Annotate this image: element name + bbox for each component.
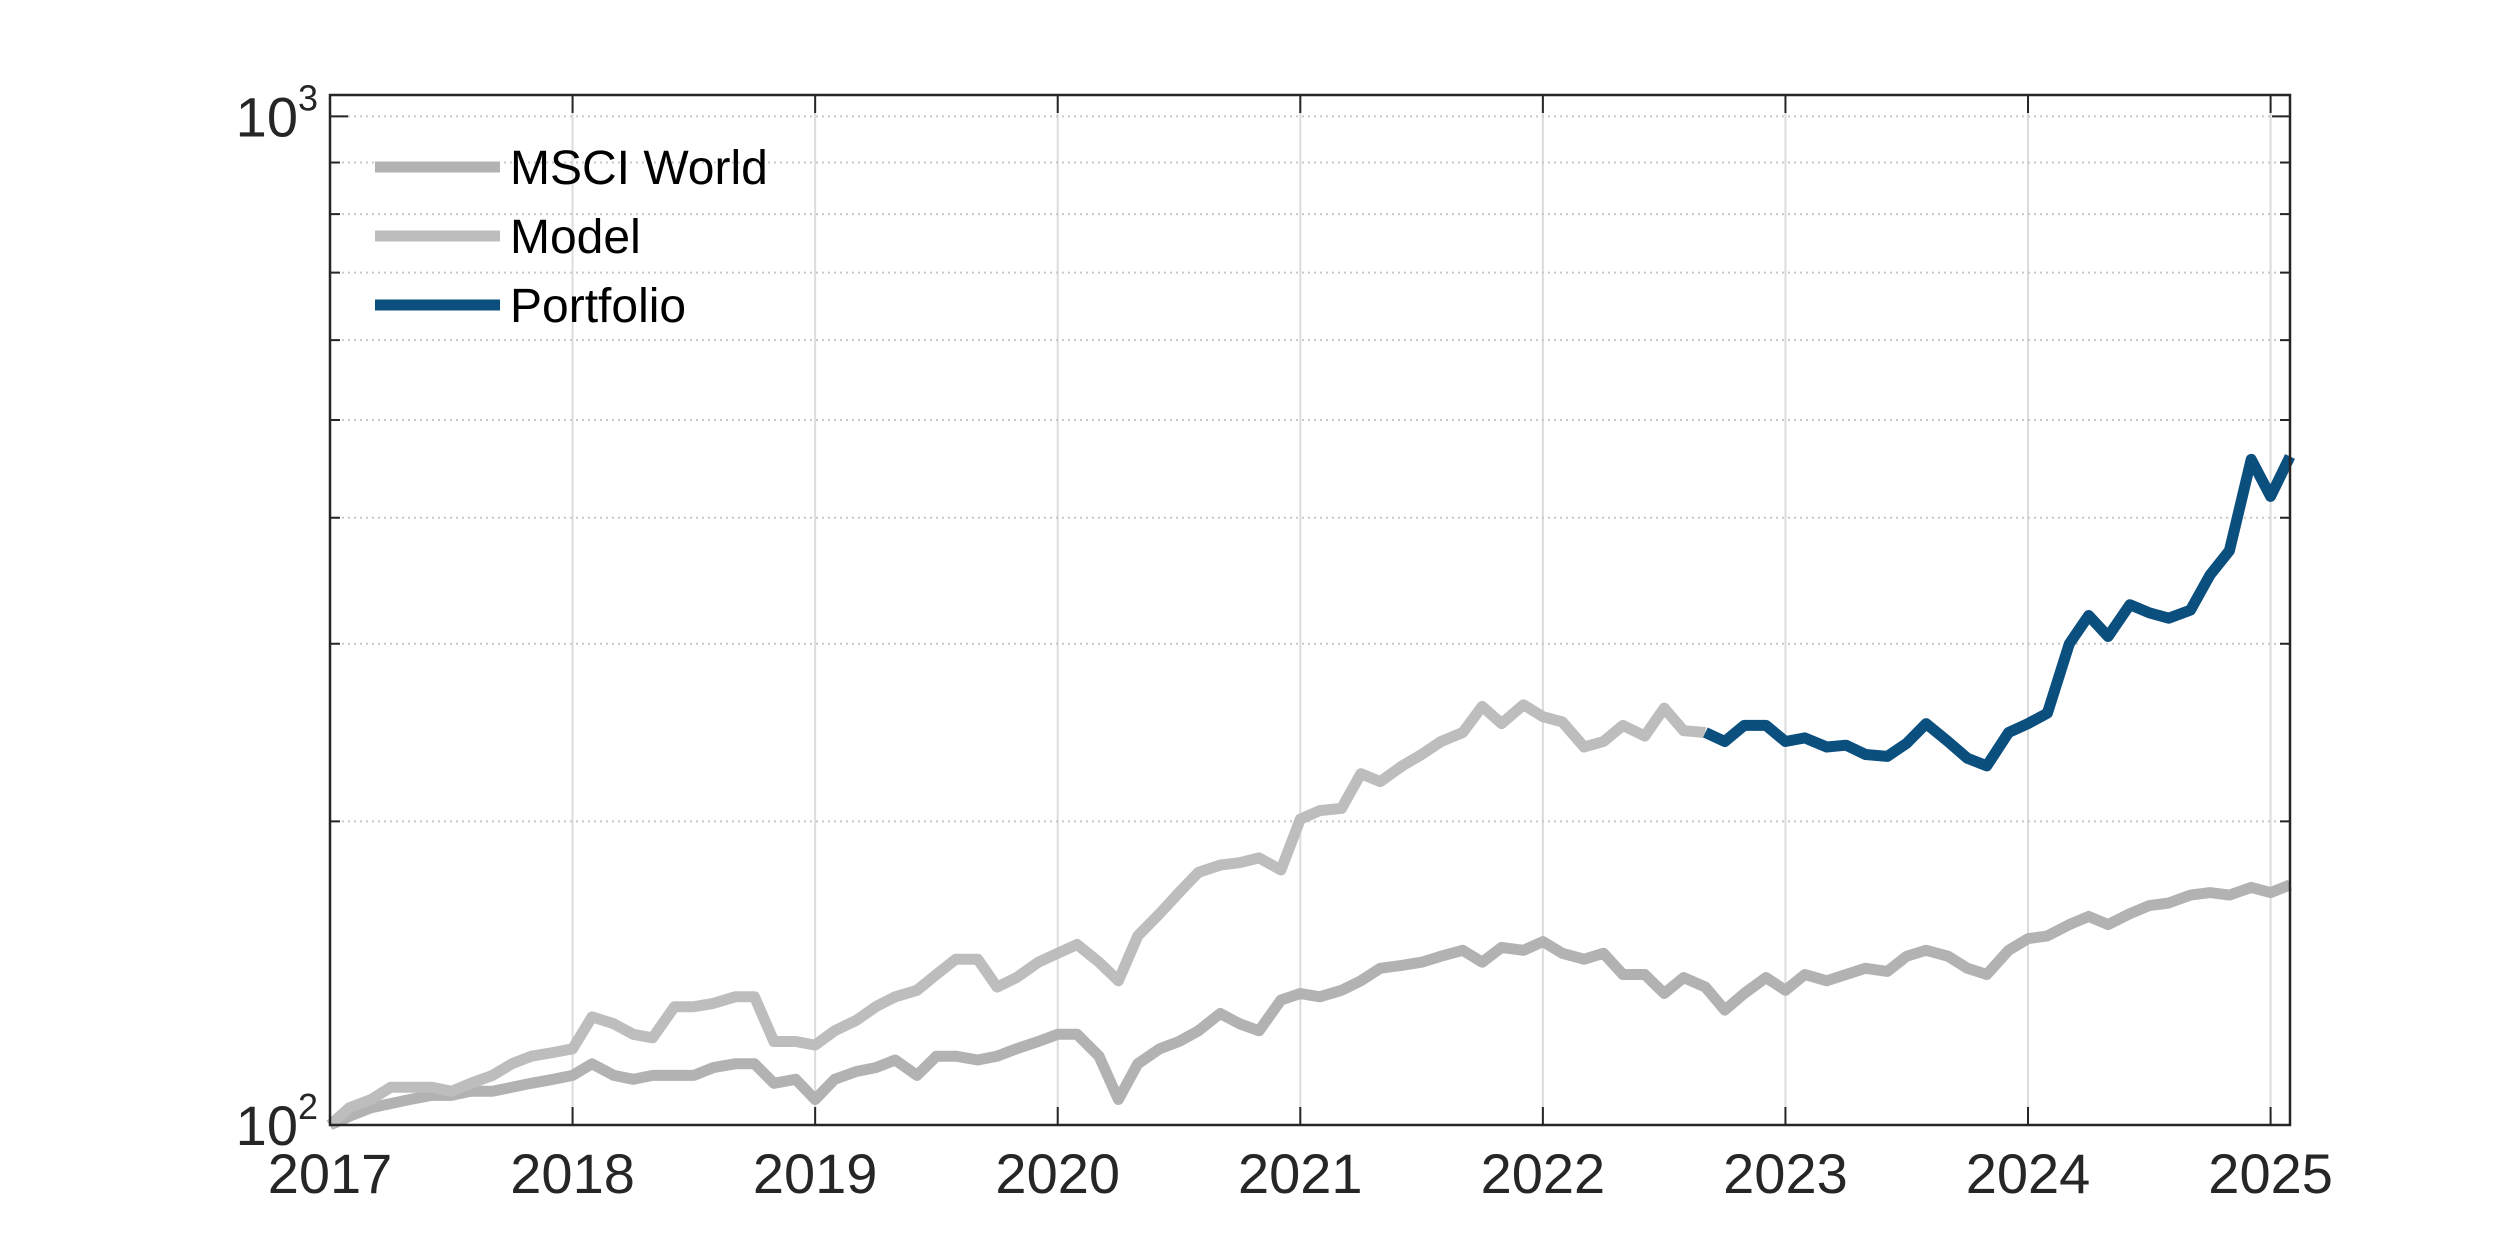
x-tick-label: 2018 [510,1142,635,1205]
y-tick-base: 10 [236,1094,298,1157]
y-tick-label: 102 [236,1086,318,1157]
plot-frame [328,93,2292,1127]
series-line-portfolio [1703,453,2295,772]
x-tick-label: 2019 [753,1142,878,1205]
y-tick-exponent: 3 [298,77,318,118]
x-tick-label: 2021 [1238,1142,1363,1205]
grid-lines [329,95,2290,1125]
series-line-model [326,699,1706,1130]
legend-label-msci_world: MSCI World [510,142,768,195]
y-tick-label: 103 [236,77,318,148]
x-tick-label: 2024 [1966,1142,2091,1205]
x-tick-label: 2017 [268,1142,393,1205]
x-tick-label: 2020 [995,1142,1120,1205]
plot-axes [328,93,2292,1127]
series-lines [326,453,2295,1131]
legend-label-portfolio: Portfolio [510,280,686,333]
y-tick-exponent: 2 [298,1086,318,1127]
legend-label-model: Model [510,211,641,264]
legend: MSCI World Model Portfolio [375,142,768,333]
x-tick-label: 2025 [2208,1142,2333,1205]
tick-labels: 2017 2018 2019 2020 2021 2022 2023 2024 20251021… [236,77,2333,1205]
x-tick-label: 2022 [1481,1142,1606,1205]
x-tick-label: 2023 [1723,1142,1848,1205]
series-line-msci_world [327,879,2293,1131]
y-tick-base: 10 [236,85,298,148]
